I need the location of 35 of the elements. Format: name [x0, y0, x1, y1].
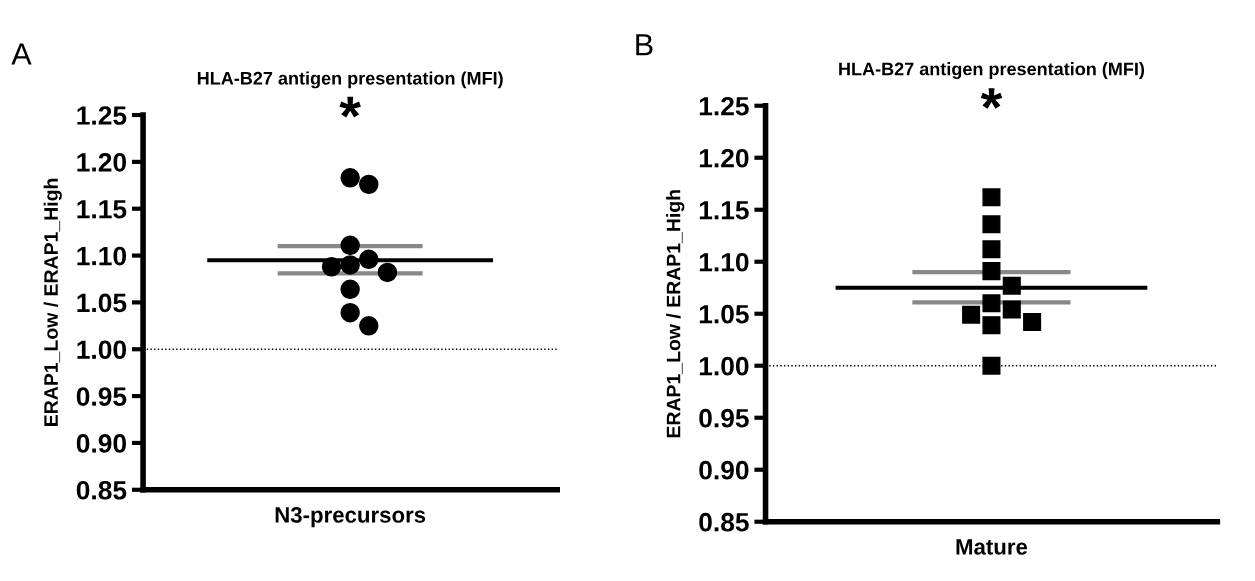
point [982, 294, 1001, 313]
y-tick-label: 0.95 [699, 408, 749, 428]
y-tick-label: 1.20 [699, 148, 749, 168]
y-tick-label: 1.05 [77, 293, 127, 313]
chart-title: HLA-B27 antigen presentation (MFI) [839, 62, 1145, 80]
point [982, 188, 1001, 207]
y-tick-label: 0.95 [76, 387, 127, 406]
text: B [636, 34, 653, 56]
y-tick-label: 1.15 [699, 201, 749, 220]
text: A [11, 43, 32, 65]
y-tick-label: 1.10 [699, 252, 749, 272]
y-tick-label: 0.90 [76, 434, 127, 453]
annotation: * [339, 96, 361, 118]
point [982, 215, 1001, 234]
point [982, 262, 1001, 281]
x-tick-label: N3-precursors [275, 507, 426, 528]
y-tick-label: 1.20 [77, 153, 127, 172]
y-tick-label: 1.25 [77, 106, 127, 125]
y-axis-title: ERAP1_Low / ERAP1_High [666, 190, 685, 438]
y-tick-label: 1.25 [699, 96, 749, 116]
x-tick-label: Mature [956, 539, 1028, 555]
y-axis-title: ERAP1_Low / ERAP1_High [43, 178, 62, 426]
annotation: * [980, 88, 1003, 109]
chart-title: HLA-B27 antigen presentation (MFI) [197, 71, 503, 89]
y-tick-label: 1.05 [699, 304, 749, 324]
y-tick-label: 1.00 [699, 356, 749, 376]
point [982, 316, 1001, 335]
y-tick-label: 1.10 [77, 246, 127, 266]
y-tick-label: 0.85 [76, 480, 127, 500]
y-tick-label: 0.85 [699, 512, 749, 532]
point [982, 356, 1001, 375]
y-tick-label: 1.15 [77, 200, 127, 219]
point [982, 240, 1001, 259]
y-tick-label: 1.00 [77, 340, 127, 360]
y-tick-label: 0.90 [699, 460, 749, 480]
